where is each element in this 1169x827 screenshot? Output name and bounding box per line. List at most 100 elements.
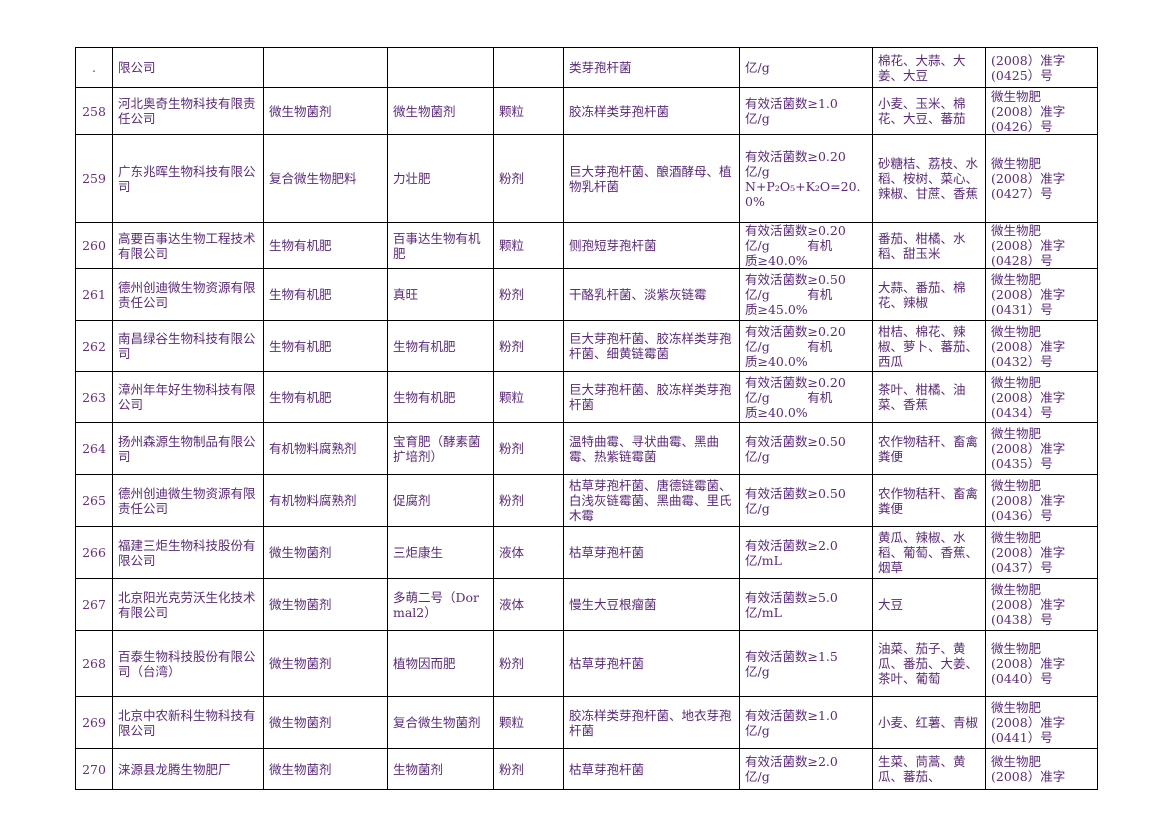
product-category: 生物有机肥 [269, 238, 332, 253]
strains: 枯草芽孢杆菌、唐德链霉菌、白浅灰链霉菌、黑曲霉、里氏木霉 [569, 478, 732, 523]
product-category: 微生物菌剂 [269, 597, 332, 612]
row-number: 261 [82, 287, 106, 302]
row-number: 268 [82, 656, 106, 671]
suitable-crops: 大蒜、番茄、棉花、辣椒 [878, 279, 966, 310]
company-name-cell: 漳州年年好生物科技有限公司 [112, 371, 264, 423]
registration-number-cell: 微生物肥 (2008）准字 (0426）号 [985, 87, 1098, 135]
product-form: 颗粒 [499, 103, 525, 119]
company-name-cell: 北京阳光克劳沃生化技术有限公司 [112, 578, 264, 631]
product-form: 粉剂 [499, 441, 525, 456]
strains-cell: 侧孢短芽孢杆菌 [563, 222, 740, 269]
row-number: 266 [82, 545, 106, 560]
suitable-crops-cell: 番茄、柑橘、水稻、甜玉米 [872, 222, 986, 269]
technical-index-cell: 有效活菌数≥5.0 亿/mL [739, 578, 873, 631]
technical-index-line: 亿/g 有机 [745, 389, 833, 405]
row-number: 269 [82, 715, 106, 730]
suitable-crops: 茶叶、柑橘、油菜、香蕉 [878, 382, 966, 412]
suitable-crops-cell: 农作物秸秆、畜禽粪便 [872, 474, 986, 527]
row-number-cell: 268 [75, 630, 113, 697]
suitable-crops-cell: 茶叶、柑橘、油菜、香蕉 [872, 371, 986, 423]
product-category: 有机物料腐熟剂 [269, 493, 357, 508]
suitable-crops: 砂糖桔、荔枝、水稻、桉树、菜心、辣椒、甘蔗、香蕉 [878, 156, 979, 201]
row-number-cell: 269 [75, 696, 113, 749]
product-form: 液体 [499, 545, 525, 560]
suitable-crops-cell: 小麦、红薯、青椒 [872, 696, 986, 749]
technical-index-line: 亿/g 有机 [745, 338, 833, 354]
product-name-cell: 真旺 [387, 268, 494, 321]
row-number-cell: . [75, 47, 113, 88]
registration-number-line: (0437）号 [991, 560, 1053, 575]
product-name: 微生物菌剂 [393, 103, 456, 119]
suitable-crops: 小麦、玉米、棉花、大豆、蕃茄 [878, 96, 966, 126]
product-category: 微生物菌剂 [269, 656, 332, 671]
registration-number-line: 微生物肥 [991, 223, 1042, 239]
row-number: 265 [82, 493, 106, 508]
registration-number-cell: 微生物肥 (2008）准字 (0440）号 [985, 630, 1098, 697]
registration-number-line: (0432）号 [991, 353, 1053, 369]
product-form: 粉剂 [499, 338, 525, 354]
strains: 巨大芽孢杆菌、胶冻样类芽孢杆菌、细黄链霉菌 [569, 331, 732, 361]
suitable-crops-cell: 小麦、玉米、棉花、大豆、蕃茄 [872, 87, 986, 135]
registration-number-line: 微生物肥 [991, 374, 1042, 390]
strains: 巨大芽孢杆菌、酿酒酵母、植物乳杆菌 [569, 163, 732, 194]
product-name: 真旺 [393, 287, 419, 302]
company-name-cell: 百泰生物科技股份有限公司（台湾） [112, 630, 264, 697]
suitable-crops-cell: 农作物秸秆、畜禽粪便 [872, 422, 986, 475]
suitable-crops-cell: 大蒜、番茄、棉花、辣椒 [872, 268, 986, 321]
suitable-crops-cell: 柑桔、棉花、辣椒、萝卜、蕃茄、西瓜 [872, 320, 986, 372]
suitable-crops: 棉花、大蒜、大姜、大豆 [878, 52, 966, 83]
product-name-cell: 力壮肥 [387, 134, 494, 223]
company-name-cell: 福建三炬生物科技股份有限公司 [112, 526, 264, 579]
product-form: 粉剂 [499, 287, 525, 302]
registration-number-line: (0440）号 [991, 671, 1053, 686]
product-name-cell: 三炬康生 [387, 526, 494, 579]
product-category: 复合微生物肥料 [269, 171, 357, 186]
company-name-cell: 涞源县龙腾生物肥厂 [112, 748, 264, 790]
product-name-cell: 多萌二号（Dormal2） [387, 578, 494, 631]
strains: 胶冻样类芽孢杆菌、地衣芽孢杆菌 [569, 707, 732, 738]
product-name: 宝育肥（酵素菌扩培剂） [393, 433, 481, 464]
company-name-cell: 德州创迪微生物资源有限责任公司 [112, 268, 264, 321]
product-form-cell: 液体 [493, 578, 564, 631]
technical-index-line: 质≥40.0% [745, 404, 808, 420]
technical-index-line: 有效活菌数≥0.20 [745, 323, 846, 339]
registration-number-cell: 微生物肥 (2008）准字 (0431）号 [985, 268, 1098, 321]
company-name: 百泰生物科技股份有限公司（台湾） [118, 648, 256, 679]
product-name: 生物有机肥 [393, 389, 456, 405]
company-name-cell: 德州创迪微生物资源有限责任公司 [112, 474, 264, 527]
strains-cell: 巨大芽孢杆菌、胶冻样类芽孢杆菌 [563, 371, 740, 423]
product-form: 粉剂 [499, 493, 525, 508]
strains-cell: 慢生大豆根瘤菌 [563, 578, 740, 631]
technical-index-cell: 有效活菌数≥0.50 亿/g 有机 质≥45.0% [739, 268, 873, 321]
strains-cell: 巨大芽孢杆菌、胶冻样类芽孢杆菌、细黄链霉菌 [563, 320, 740, 372]
suitable-crops: 黄瓜、辣椒、水稻、葡萄、香蕉、烟草 [878, 530, 979, 575]
technical-index-line: 有效活菌数≥1.5 [745, 648, 838, 664]
suitable-crops: 农作物秸秆、畜禽粪便 [878, 433, 979, 464]
technical-index-line: 有效活菌数≥0.50 [745, 485, 846, 501]
technical-index-line: 亿/g [745, 722, 770, 738]
product-form-cell: 颗粒 [493, 371, 564, 423]
product-form-cell: 颗粒 [493, 87, 564, 135]
product-category-cell: 生物有机肥 [263, 268, 388, 321]
suitable-crops-cell: 大豆 [872, 578, 986, 631]
product-category-cell: 微生物菌剂 [263, 578, 388, 631]
product-name: 生物菌剂 [393, 761, 444, 777]
technical-index-line: 有效活菌数≥0.50 [745, 272, 846, 287]
registration-number-line: (2008）准字 [991, 171, 1066, 186]
row-number-cell: 267 [75, 578, 113, 631]
company-name-cell: 限公司 [112, 47, 264, 88]
suitable-crops: 小麦、红薯、青椒 [878, 715, 979, 730]
table-row: 263 漳州年年好生物科技有限公司 生物有机肥 生物有机肥 颗粒 巨大芽孢杆菌、胶冻样类芽… [75, 371, 1098, 423]
company-name: 福建三炬生物科技股份有限公司 [118, 537, 256, 568]
product-category: 生物有机肥 [269, 389, 332, 405]
registration-number-cell: 微生物肥 (2008）准字 (0432）号 [985, 320, 1098, 372]
registration-number-cell: 微生物肥 (2008）准字 (0438）号 [985, 578, 1098, 631]
strains: 枯草芽孢杆菌 [569, 761, 645, 777]
product-category-cell: 微生物菌剂 [263, 696, 388, 749]
product-name-cell: 促腐剂 [387, 474, 494, 527]
table-row: 259 广东兆晖生物科技有限公司 复合微生物肥料 力壮肥 粉剂 巨大芽孢杆菌、酿酒酵母、植… [75, 134, 1098, 223]
technical-index-cell: 有效活菌数≥0.50 亿/g [739, 474, 873, 527]
product-form-cell [493, 47, 564, 88]
technical-index-line: 有效活菌数≥0.20 [745, 374, 846, 390]
table-row: 260 高要百事达生物工程技术有限公司 生物有机肥 百事达生物有机肥 颗粒 侧孢短芽孢杆菌… [75, 222, 1098, 269]
